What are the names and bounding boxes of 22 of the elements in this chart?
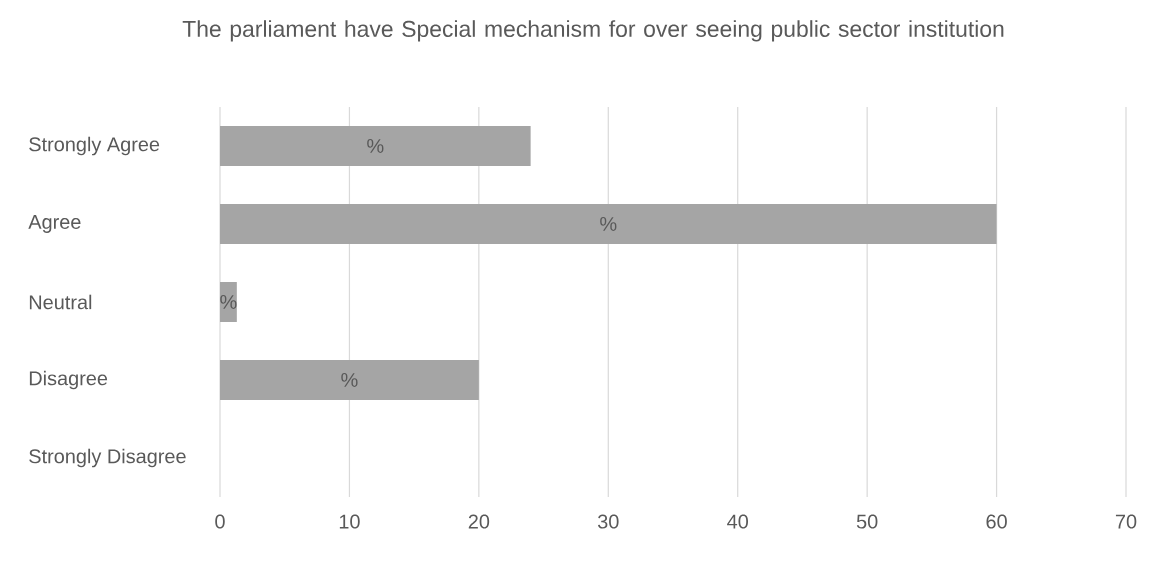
x-tick-label: 30 [597,514,619,529]
data-label: % [220,295,237,309]
bar [220,282,237,322]
x-tick-label: 40 [727,514,749,529]
y-tick-label: Neutral [29,294,92,310]
x-tick-label: 0 [215,514,225,529]
bar [220,126,531,166]
bar [220,204,997,244]
y-tick-label: Disagree [29,370,108,390]
y-tick-label: Strongly Agree [29,136,160,156]
x-tick-label: 60 [986,514,1007,529]
y-tick-label: Strongly Disagree [29,448,186,468]
x-tick-label: 50 [856,514,878,529]
data-label: % [341,373,358,387]
x-tick-label: 70 [1115,514,1137,529]
y-tick-label: Agree [28,215,81,233]
chart-title: The parliament have Special mechanism for over seeing public sector institution [182,20,1004,42]
data-label: % [600,217,617,231]
data-label: % [367,139,384,153]
bar [220,360,479,400]
x-tick-label: 10 [339,514,360,529]
x-tick-label: 20 [468,514,490,529]
